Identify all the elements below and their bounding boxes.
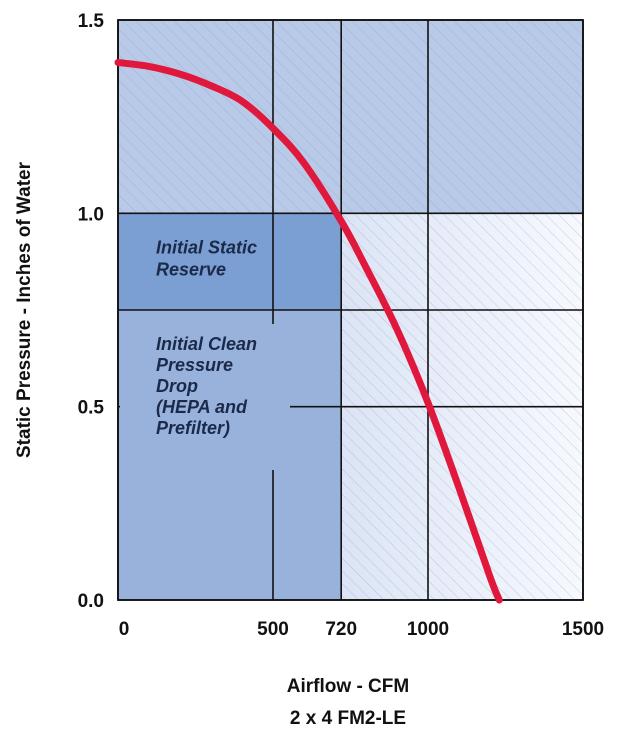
region-label-line: Initial Clean xyxy=(156,334,257,354)
region-label-line: Pressure xyxy=(156,355,233,375)
performance-curve xyxy=(114,59,503,604)
knockout-h xyxy=(120,402,290,411)
tick-labels: 0 500 720 1000 1500 0.0 0.5 1.0 1.5 xyxy=(78,11,605,640)
region-label-line: (HEPA and xyxy=(156,397,248,417)
x-tick-label: 720 xyxy=(325,619,357,640)
x-axis-title: Airflow - CFM xyxy=(287,676,409,697)
x-tick-label: 1500 xyxy=(562,619,604,640)
x-tick-label: 500 xyxy=(257,619,289,640)
region-label-line: Initial Static xyxy=(156,237,257,257)
y-tick-label: 1.0 xyxy=(78,204,104,225)
y-tick-label: 0.5 xyxy=(78,398,105,419)
region-label-line: Drop xyxy=(156,376,198,396)
region-label-line: Reserve xyxy=(156,259,226,279)
knockout-v xyxy=(270,324,276,470)
y-tick-label: 0.0 xyxy=(78,591,104,612)
label-knockouts xyxy=(120,324,290,470)
y-tick-label: 1.5 xyxy=(78,11,105,32)
region-box-0 xyxy=(118,213,342,310)
region-label-line: Prefilter) xyxy=(156,418,230,438)
plot-frame xyxy=(117,19,584,601)
region-box-1 xyxy=(118,310,342,600)
y-axis-title: Static Pressure - Inches of Water xyxy=(14,161,35,458)
grid-lines xyxy=(117,19,584,601)
chart-subtitle: 2 x 4 FM2-LE xyxy=(290,708,406,729)
x-tick-label: 0 xyxy=(119,619,130,640)
x-tick-label: 1000 xyxy=(407,619,449,640)
region-boxes xyxy=(118,213,342,600)
curve-layer xyxy=(114,59,503,604)
